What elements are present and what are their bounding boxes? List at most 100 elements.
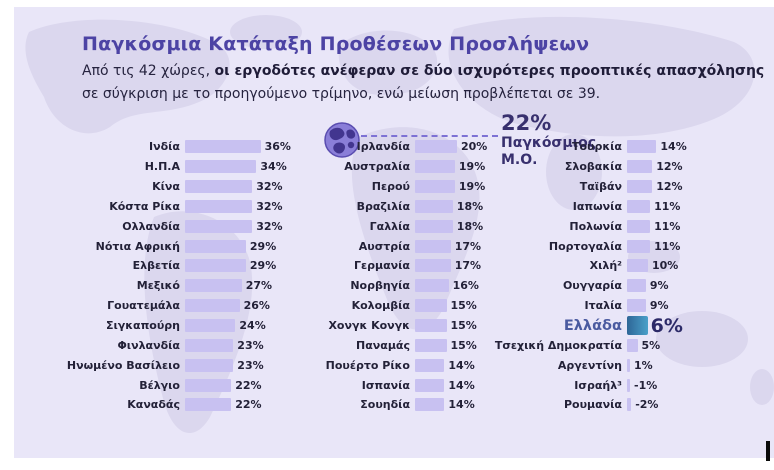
bar-column-2: Ιρλανδία 20% Αυστραλία 19% Περού 19% Βραζιλία 1… — [270, 137, 487, 415]
country-label: Καναδάς — [127, 398, 180, 412]
country-label: Κόστα Ρίκα — [109, 199, 180, 213]
country-row: Ουγγαρία 9% — [480, 276, 687, 296]
country-label: Νότια Αφρική — [95, 239, 180, 253]
bar — [415, 199, 453, 213]
country-row: Φινλανδία 23% — [30, 335, 291, 355]
value-label: -1% — [634, 378, 658, 392]
value-label: 17% — [454, 259, 482, 273]
country-row-highlight: Ελλάδα 6% — [480, 315, 687, 337]
country-label: Ιαπωνία — [572, 199, 622, 213]
country-label: Γερμανία — [354, 259, 410, 273]
value-label: 16% — [452, 279, 479, 293]
country-label: Γαλλία — [369, 219, 410, 233]
country-row: Ιαπωνία 11% — [480, 197, 687, 217]
country-label: Παναμάς — [356, 338, 410, 352]
bar — [185, 180, 253, 194]
bar — [627, 378, 630, 392]
bar — [627, 180, 653, 194]
global-average-value: 22% — [501, 111, 552, 135]
country-label: Ιταλία — [584, 299, 622, 313]
global-average-callout: 22% Παγκόσμιος Μ.Ο. — [501, 111, 596, 169]
world-map-watermark — [25, 15, 774, 434]
country-label: Νορβηγία — [350, 279, 410, 293]
bar — [415, 378, 445, 392]
bar — [415, 398, 445, 412]
country-row: Κολομβία 15% — [270, 296, 487, 316]
country-row: Ισπανία 14% — [270, 375, 487, 395]
bar — [415, 160, 455, 174]
country-label: Ελβετία — [132, 259, 180, 273]
country-row: Αυστρία 17% — [270, 236, 487, 256]
country-row: Γερμανία 17% — [270, 256, 487, 276]
bar — [627, 279, 646, 293]
country-row: Χονγκ Κονγκ 15% — [270, 316, 487, 336]
country-label: Σουηδία — [360, 398, 410, 412]
bar — [627, 160, 653, 174]
bar — [415, 219, 453, 233]
value-label: 11% — [654, 199, 681, 213]
bar — [415, 319, 447, 333]
bar — [415, 239, 451, 253]
country-row: Ιταλία 9% — [480, 296, 687, 316]
bar — [415, 338, 447, 352]
value-label: 24% — [239, 319, 266, 333]
bar-column-1: Ινδία 36% Η.Π.Α 34% Κίνα 32% Κόστα Ρίκα 32% Ολλα… — [30, 137, 291, 415]
subtitle-prefix: Από τις 42 χώρες, — [82, 63, 215, 79]
bar — [185, 219, 253, 233]
subtitle-bold: οι εργοδότες ανέφεραν σε δύο ισχυρότερες… — [214, 63, 765, 79]
value-label: 11% — [654, 239, 681, 253]
country-row: Ελβετία 29% — [30, 256, 291, 276]
bar — [415, 299, 447, 313]
value-label: 22% — [235, 378, 262, 392]
globe-icon — [324, 122, 360, 158]
value-label: 18% — [456, 199, 484, 213]
bar — [627, 259, 648, 273]
value-label: 34% — [260, 160, 287, 174]
country-row: Σουηδία 14% — [270, 395, 487, 415]
value-label: 9% — [649, 299, 669, 313]
country-label: Ρουμανία — [563, 398, 622, 412]
country-label: Φινλανδία — [117, 338, 180, 352]
country-row: Ηνωμένο Βασίλειο 23% — [30, 355, 291, 375]
country-label: Ουγγαρία — [562, 279, 622, 293]
subtitle: Από τις 42 χώρες, οι εργοδότες ανέφεραν … — [82, 60, 764, 106]
country-row: Ολλανδία 32% — [30, 216, 291, 236]
bar — [185, 140, 261, 154]
value-label: 1% — [634, 358, 653, 372]
country-label: Σλοβακία — [564, 160, 622, 174]
value-label: 29% — [249, 239, 277, 253]
bar-column-3: Τουρκία 14% Σλοβακία 12% Ταϊβάν 12% Ιαπωνία 11%… — [480, 137, 687, 415]
value-label: 23% — [237, 358, 264, 372]
country-row: Γουατεμάλα 26% — [30, 296, 291, 316]
global-average-caption-2: Μ.Ο. — [501, 152, 538, 168]
bar — [185, 239, 246, 253]
value-label: 5% — [641, 338, 661, 352]
country-row: Αυστραλία 19% — [270, 157, 487, 177]
value-label: 32% — [256, 199, 283, 213]
country-row: Σλοβακία 12% — [480, 157, 687, 177]
country-row: Κόστα Ρίκα 32% — [30, 197, 291, 217]
country-row: Μεξικό 27% — [30, 276, 291, 296]
country-label: Αργεντίνη — [557, 358, 622, 372]
bar — [185, 378, 232, 392]
bar — [627, 358, 630, 372]
country-row: Καναδάς 22% — [30, 395, 291, 415]
country-row: Πολωνία 11% — [480, 216, 687, 236]
country-row: Πορτογαλία 11% — [480, 236, 687, 256]
value-label: 15% — [450, 299, 477, 313]
value-label: 17% — [454, 239, 482, 253]
value-label: 15% — [450, 319, 477, 333]
country-row: Κίνα 32% — [30, 177, 291, 197]
bar — [627, 299, 646, 313]
country-label: Ιρλανδία — [356, 140, 410, 154]
country-row: Πουέρτο Ρίκο 14% — [270, 355, 487, 375]
value-label: 27% — [245, 279, 273, 293]
country-label: Γουατεμάλα — [107, 299, 180, 313]
country-row: Περού 19% — [270, 177, 487, 197]
country-label: Ολλανδία — [122, 219, 180, 233]
country-row: Τσεχική Δημοκρατία 5% — [480, 335, 687, 355]
country-row: Σιγκαπούρη 24% — [30, 316, 291, 336]
country-label: Ισπανία — [361, 378, 410, 392]
country-label: Κολομβία — [351, 299, 410, 313]
